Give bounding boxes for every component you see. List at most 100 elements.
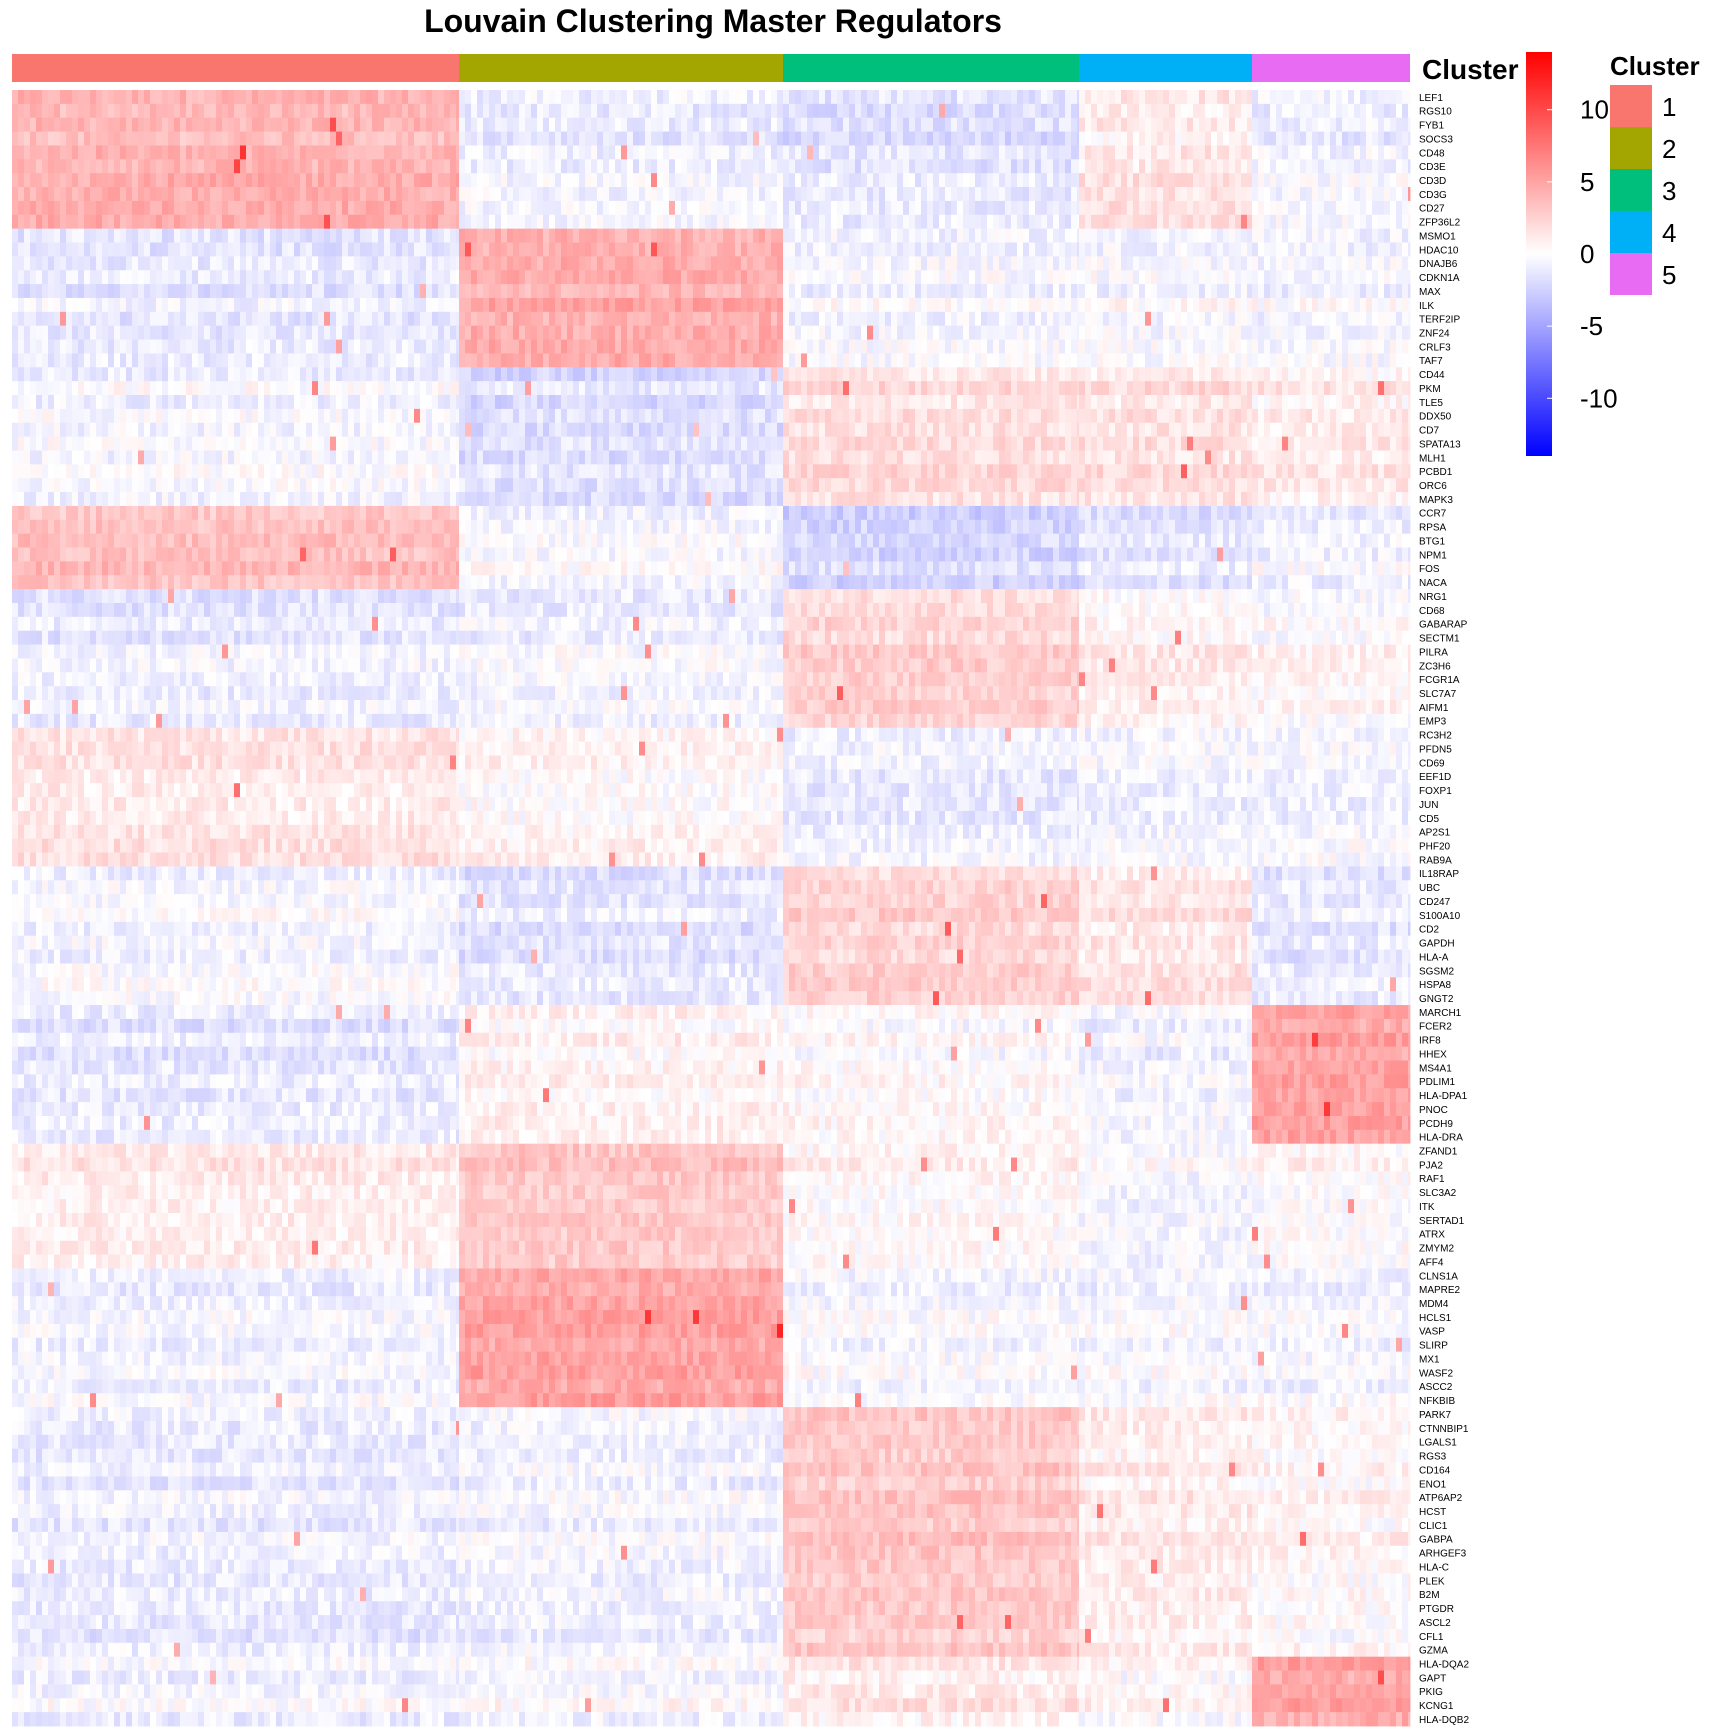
gene-label: NFKBIB xyxy=(1419,1396,1455,1407)
gene-label: PCBD1 xyxy=(1419,467,1453,478)
gene-label: PHF20 xyxy=(1419,841,1451,852)
gene-label: CFL1 xyxy=(1419,1632,1444,1643)
gene-label: ZFAND1 xyxy=(1419,1147,1458,1158)
gene-label: PKM xyxy=(1419,384,1441,395)
color-scale-tick-label: -10 xyxy=(1580,383,1618,413)
gene-label: SERTAD1 xyxy=(1419,1216,1465,1227)
gene-label: PTGDR xyxy=(1419,1604,1454,1615)
gene-label: ILK xyxy=(1419,301,1434,312)
gene-label: SLC3A2 xyxy=(1419,1188,1457,1199)
heatmap-row xyxy=(12,603,1410,617)
heatmap-row xyxy=(12,312,1410,326)
heatmap-row xyxy=(12,1296,1410,1310)
cluster-legend-swatch xyxy=(1610,253,1652,295)
heatmap-row xyxy=(12,1573,1410,1587)
gene-label: FOXP1 xyxy=(1419,786,1452,797)
gene-label: AFF4 xyxy=(1419,1257,1444,1268)
heatmap-row xyxy=(12,340,1410,354)
heatmap-row xyxy=(12,686,1410,700)
heatmap-row xyxy=(12,90,1410,104)
cluster-legend-swatch xyxy=(1610,85,1652,127)
annotation-cluster-2 xyxy=(459,54,783,82)
gene-label: CTNNBIP1 xyxy=(1419,1424,1469,1435)
gene-labels: LEF1RGS10FYB1SOCS3CD48CD3ECD3DCD3GCD27ZF… xyxy=(1419,93,1469,1726)
gene-label: NPM1 xyxy=(1419,550,1447,561)
gene-label: CD3G xyxy=(1419,190,1447,201)
cluster-legend-label: 1 xyxy=(1662,92,1676,122)
heatmap-row xyxy=(12,894,1410,908)
heatmap-row xyxy=(12,1435,1410,1449)
heatmap-row xyxy=(12,1255,1410,1269)
heatmap-row xyxy=(12,963,1410,977)
gene-label: PJA2 xyxy=(1419,1160,1443,1171)
gene-label: MX1 xyxy=(1419,1354,1440,1365)
heatmap-row xyxy=(12,1615,1410,1629)
gene-label: PARK7 xyxy=(1419,1410,1451,1421)
gene-label: PDLIM1 xyxy=(1419,1077,1456,1088)
gene-label: ARHGEF3 xyxy=(1419,1549,1467,1560)
cluster-legend-label: 5 xyxy=(1662,260,1676,290)
gene-label: MAPK3 xyxy=(1419,495,1453,506)
heatmap-row xyxy=(12,1185,1410,1199)
heatmap-row xyxy=(12,1629,1410,1643)
heatmap-row xyxy=(12,839,1410,853)
heatmap-row xyxy=(12,811,1410,825)
gene-label: EMP3 xyxy=(1419,717,1447,728)
gene-label: SGSM2 xyxy=(1419,966,1454,977)
gene-label: GABPA xyxy=(1419,1535,1453,1546)
heatmap-row xyxy=(12,1504,1410,1518)
heatmap-row xyxy=(12,1158,1410,1172)
gene-label: LGALS1 xyxy=(1419,1438,1457,1449)
heatmap-row xyxy=(12,1643,1410,1657)
heatmap-row xyxy=(12,464,1410,478)
heatmap-row xyxy=(12,714,1410,728)
heatmap-row xyxy=(12,645,1410,659)
gene-label: KCNG1 xyxy=(1419,1701,1454,1712)
gene-label: ATRX xyxy=(1419,1230,1445,1241)
cluster-legend-label: 3 xyxy=(1662,176,1676,206)
heatmap-row xyxy=(12,1671,1410,1685)
gene-label: CRLF3 xyxy=(1419,342,1451,353)
gene-label: MSMO1 xyxy=(1419,231,1456,242)
gene-label: WASF2 xyxy=(1419,1368,1454,1379)
gene-label: EEF1D xyxy=(1419,772,1451,783)
heatmap-row xyxy=(12,866,1410,880)
heatmap-row xyxy=(12,1116,1410,1130)
heatmap-row xyxy=(12,256,1410,270)
heatmap-row xyxy=(12,1310,1410,1324)
gene-label: ZFP36L2 xyxy=(1419,218,1461,229)
gene-label: PKIG xyxy=(1419,1687,1443,1698)
heatmap-row xyxy=(12,1393,1410,1407)
color-scale-tick-label: 5 xyxy=(1580,167,1594,197)
heatmap-row xyxy=(12,853,1410,867)
heatmap-row xyxy=(12,1490,1410,1504)
gene-label: CD2 xyxy=(1419,925,1439,936)
heatmap-row xyxy=(12,132,1410,146)
heatmap-row xyxy=(12,1698,1410,1712)
gene-label: HCLS1 xyxy=(1419,1313,1452,1324)
heatmap-row xyxy=(12,506,1410,520)
gene-label: CD68 xyxy=(1419,606,1445,617)
heatmap-row xyxy=(12,797,1410,811)
gene-label: CLIC1 xyxy=(1419,1521,1448,1532)
heatmap-row xyxy=(12,1199,1410,1213)
heatmap-row xyxy=(12,631,1410,645)
cluster-annotation-bar xyxy=(12,54,1410,82)
heatmap-row xyxy=(12,159,1410,173)
heatmap-row xyxy=(12,922,1410,936)
gene-label: ZNF24 xyxy=(1419,329,1450,340)
heatmap-row xyxy=(12,450,1410,464)
gene-label: HLA-A xyxy=(1419,952,1449,963)
gene-label: GZMA xyxy=(1419,1646,1448,1657)
color-scale-tick-label: -5 xyxy=(1580,311,1603,341)
cluster-legend-label: 4 xyxy=(1662,218,1676,248)
gene-label: FCER2 xyxy=(1419,1022,1452,1033)
gene-label: S100A10 xyxy=(1419,911,1461,922)
gene-label: GAPDH xyxy=(1419,939,1455,950)
heatmap-row xyxy=(12,409,1410,423)
gene-label: HDAC10 xyxy=(1419,245,1459,256)
heatmap-row xyxy=(12,1241,1410,1255)
